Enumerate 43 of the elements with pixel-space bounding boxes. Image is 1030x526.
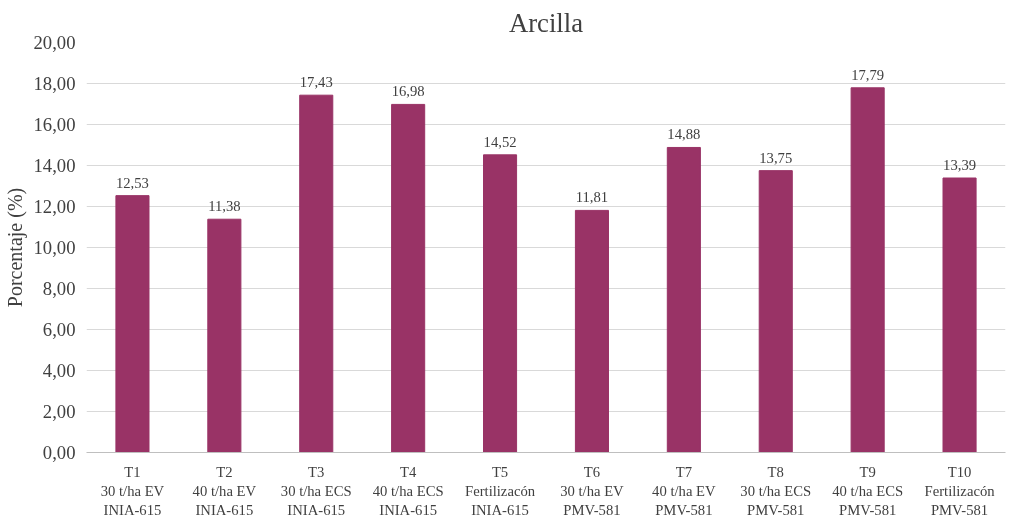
bar xyxy=(207,218,242,453)
x-tick-label: T7 40 t/ha EV PMV-581 xyxy=(652,463,717,518)
y-tick-label: 18,00 xyxy=(33,73,76,94)
y-tick-label: 12,00 xyxy=(33,196,76,217)
data-label: 14,88 xyxy=(667,126,701,143)
data-label: 11,81 xyxy=(575,189,609,206)
x-tick-label: T6 30 t/ha EV PMV-581 xyxy=(560,463,625,518)
bar xyxy=(391,103,426,453)
data-label: 11,38 xyxy=(208,198,241,215)
bar xyxy=(758,170,793,453)
data-label: 17,43 xyxy=(299,74,333,91)
bar xyxy=(574,209,609,453)
x-tick-label: T2 40 t/ha EV INIA-615 xyxy=(192,463,257,518)
x-tick-label: T5 Fertilizacón INIA-615 xyxy=(465,463,536,518)
y-tick-label: 10,00 xyxy=(33,237,76,258)
y-tick-label: 2,00 xyxy=(42,401,76,422)
x-tick-label: T10 Fertilizacón PMV-581 xyxy=(924,463,996,518)
x-tick-label: T1 30 t/ha EV INIA-615 xyxy=(100,463,165,518)
x-tick-label: T8 30 t/ha ECS PMV-581 xyxy=(740,463,812,518)
y-tick-label: 16,00 xyxy=(33,114,76,135)
y-tick-label: 14,00 xyxy=(33,155,76,176)
data-label: 12,53 xyxy=(115,174,149,191)
x-tick-label: T9 40 t/ha ECS PMV-581 xyxy=(832,463,904,518)
data-label: 13,39 xyxy=(943,157,977,174)
bar xyxy=(115,195,150,453)
data-label: 17,79 xyxy=(851,66,885,83)
bar xyxy=(850,87,885,453)
data-label: 14,52 xyxy=(483,133,517,150)
y-tick-label: 0,00 xyxy=(42,442,76,463)
y-tick-label: 4,00 xyxy=(42,360,76,381)
bar xyxy=(942,177,977,453)
chart-title: Arcilla xyxy=(509,7,584,38)
data-label: 16,98 xyxy=(391,83,425,100)
y-axis-title: Porcentaje (%) xyxy=(3,187,27,308)
bar xyxy=(483,154,518,453)
y-tick-label: 8,00 xyxy=(42,278,76,299)
x-tick-label: T4 40 t/ha ECS INIA-615 xyxy=(372,463,444,518)
bar xyxy=(666,146,701,453)
data-label: 13,75 xyxy=(759,149,793,166)
y-tick-label: 20,00 xyxy=(33,32,76,53)
y-tick-label: 6,00 xyxy=(42,319,76,340)
bar xyxy=(299,94,334,453)
x-tick-label: T3 30 t/ha ECS INIA-615 xyxy=(280,463,352,518)
